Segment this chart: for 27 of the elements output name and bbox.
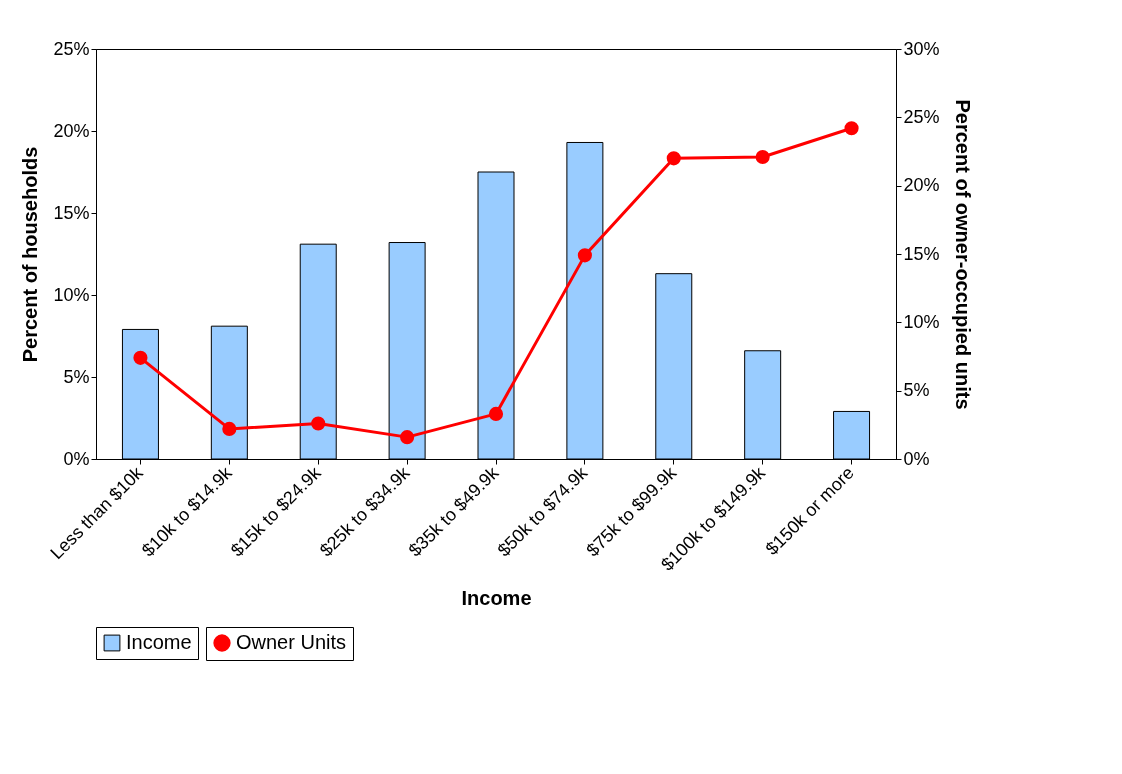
y-tick-label: 20% [53,120,90,141]
y2-tick-label: 15% [903,243,940,264]
y2-tick-label: 20% [903,175,940,196]
point [488,406,504,421]
point [222,421,237,436]
y2-tick-label: 0% [903,448,930,469]
x-axis-title: Income [461,586,532,609]
y-axis-title: Percent of households [19,146,42,363]
y2-tick-label: 5% [903,380,930,401]
point [666,151,681,166]
y-tick-label: 25% [53,38,90,59]
y-tick-label: 5% [63,366,90,387]
point [311,416,326,431]
y-tick-label: 10% [53,284,90,305]
point [755,149,770,165]
point [400,430,415,445]
legend-label: Owner Units [236,631,347,653]
point [844,121,859,136]
y-tick-label: 0% [63,448,90,469]
y-tick-label: 15% [53,202,90,223]
y2-tick-label: 10% [903,311,940,332]
y2-tick-label: 30% [903,38,940,59]
y2-tick-label: 25% [903,106,940,127]
point [577,248,592,263]
y2-axis-title: Percent of owner-occupied units [951,99,974,410]
point [133,350,148,365]
legend-label: Income [126,631,192,653]
